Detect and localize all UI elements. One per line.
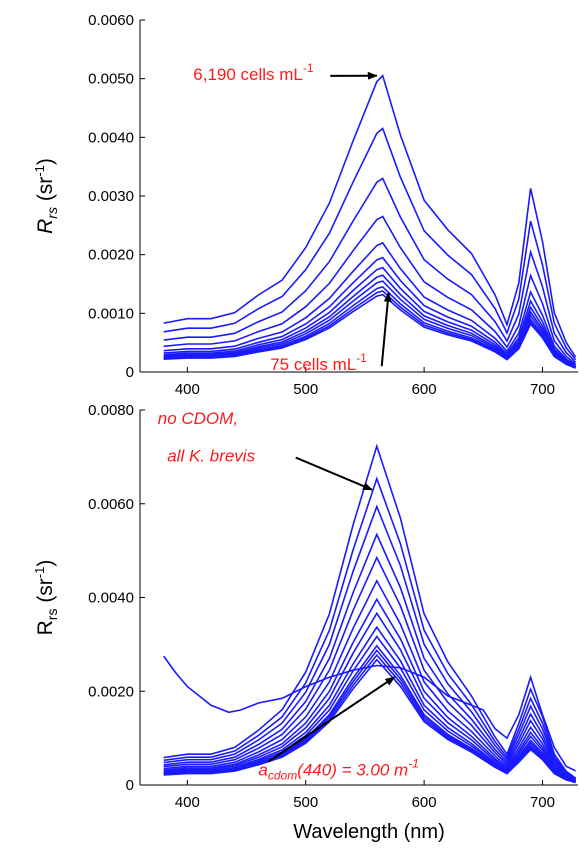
x-tick-label: 600 <box>412 794 437 811</box>
y-tick-label: 0.0030 <box>88 188 134 205</box>
annotation-label: no CDOM, <box>158 409 238 428</box>
x-axis-label: Wavelength (nm) <box>293 821 445 843</box>
annotation-arrow <box>296 458 372 490</box>
y-tick-label: 0 <box>126 777 134 794</box>
y-tick-label: 0.0020 <box>88 247 134 264</box>
annotation-label: acdom(440) = 3.00 m-1 <box>258 757 419 783</box>
x-tick-label: 400 <box>175 794 200 811</box>
panel-1: 0 0.0010 0.0020 0.0030 0.0040 0.0050 0.0060 400… <box>32 12 578 398</box>
annotation-label: all K. brevis <box>167 447 255 466</box>
x-tick-label: 600 <box>412 381 437 398</box>
spectrum-curve <box>164 295 576 369</box>
y-tick-label: 0.0040 <box>88 129 134 146</box>
x-tick-label: 700 <box>530 794 555 811</box>
y-tick-label: 0.0040 <box>88 590 134 607</box>
x-tick-label: 500 <box>293 794 318 811</box>
y-tick-label: 0.0060 <box>88 496 134 513</box>
y-tick-label: 0 <box>126 364 134 381</box>
x-tick-label: 400 <box>175 381 200 398</box>
annotation-label: 75 cells mL-1 <box>270 351 367 374</box>
y-tick-label: 0.0010 <box>88 305 134 322</box>
panel-2: 0 0.0020 0.0040 0.0060 0.0080 400 500 600 700 Rrs… <box>32 402 578 843</box>
annotation-arrow <box>382 293 389 366</box>
y-tick-label: 0.0050 <box>88 71 134 88</box>
y-tick-label: 0.0080 <box>88 402 134 419</box>
annotation-label: 6,190 cells mL-1 <box>193 61 314 84</box>
y-axis-label: Rrs (sr-1) <box>32 560 60 636</box>
x-tick-label: 500 <box>293 381 318 398</box>
annotation-arrow <box>268 677 394 761</box>
y-tick-label: 0.0020 <box>88 683 134 700</box>
spectrum-curve <box>164 479 576 779</box>
y-axis-label: Rrs (sr-1) <box>32 158 60 234</box>
x-tick-label: 700 <box>530 381 555 398</box>
y-tick-label: 0.0060 <box>88 12 134 29</box>
